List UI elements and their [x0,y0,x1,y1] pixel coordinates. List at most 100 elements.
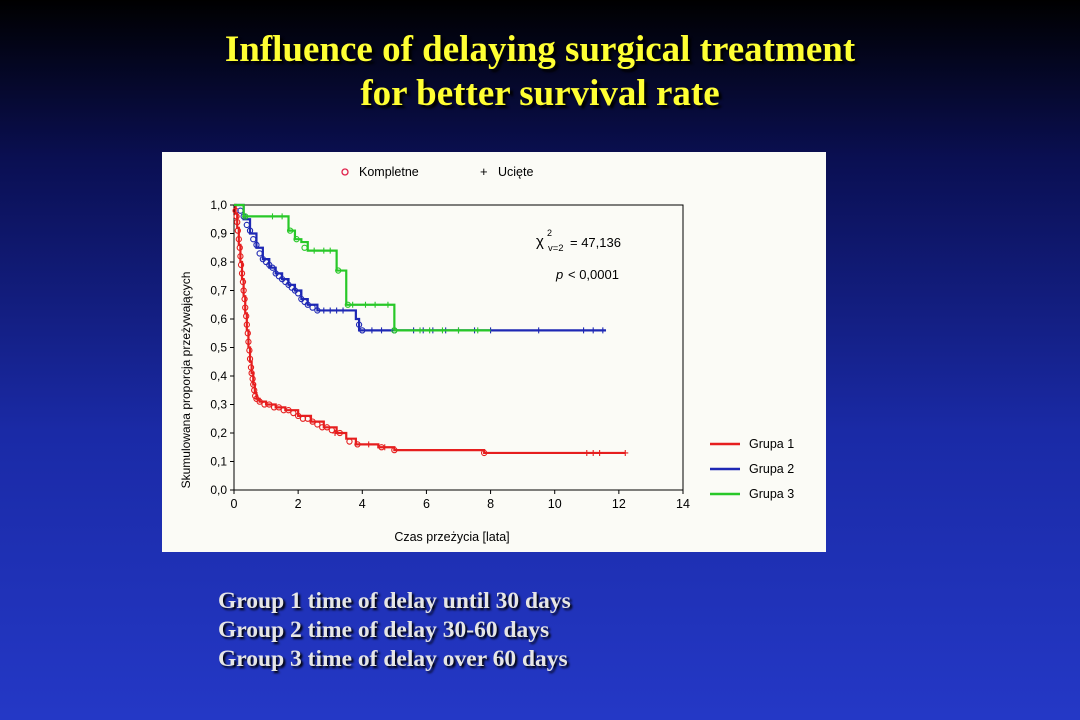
complete-marker [245,338,252,345]
complete-marker [275,404,283,411]
complete-marker [250,236,257,243]
complete-marker [244,330,251,337]
complete-marker [301,244,308,251]
p-value: < 0,0001 [568,267,619,282]
statistic-annotation: χ 2 v=2 = 47,136 p < 0,0001 [536,228,621,282]
complete-marker [285,407,292,414]
group-note-2: Group 2 time of delay 30-60 days [218,617,550,643]
x-tick-label: 6 [423,497,430,511]
complete-marker [335,267,342,274]
complete-marker [250,381,257,388]
series-1 [232,203,629,457]
marker-legend-circle-icon [341,168,349,176]
complete-marker [236,244,243,251]
marker-legend-plus-icon: + [480,164,488,179]
complete-marker [240,287,247,294]
x-tick-label: 14 [676,497,690,511]
complete-marker [286,227,294,234]
y-tick-label: 0,3 [210,398,227,412]
complete-marker [323,424,331,431]
complete-marker [304,415,311,422]
marker-legend-complete-label: Kompletne [359,165,419,179]
censored-marker [365,441,372,448]
censored-marker [381,444,388,451]
censored-marker [372,301,379,308]
complete-marker [346,438,353,445]
group-note-3: Group 3 time of delay over 60 days [218,646,568,672]
complete-marker [243,312,250,320]
marker-legend-censored-label: Ucięte [498,165,533,179]
censored-marker [596,449,603,456]
censored-marker [327,247,334,254]
censored-marker [320,247,327,254]
x-tick-label: 2 [295,497,302,511]
complete-marker [266,401,273,408]
chi-symbol: χ [536,233,544,250]
x-tick-label: 4 [359,497,366,511]
complete-marker [237,261,245,268]
complete-marker [235,236,242,243]
censored-marker [368,327,375,334]
complete-marker [481,449,488,457]
complete-marker [294,412,302,420]
series-legend: Grupa 1 Grupa 2 Grupa 3 [710,437,794,501]
chi-value: = 47,136 [570,235,621,250]
legend-label: Grupa 1 [749,437,794,451]
complete-marker [246,227,254,234]
censored-marker [378,327,385,334]
censored-marker [426,327,433,334]
censored-marker [384,301,391,308]
series-layer [232,203,629,457]
censored-marker [320,307,327,314]
complete-marker [328,426,335,434]
complete-marker [290,409,297,417]
x-tick-label: 0 [231,497,238,511]
complete-marker [256,250,263,257]
complete-marker [304,301,311,308]
complete-marker [293,236,300,243]
axes: 0 2 4 6 8 10 12 14 0,0 0,1 0,2 0,3 0,4 0,5 0,6 0,7 0,8 0,… [210,198,690,511]
complete-marker [253,241,260,249]
chi-superscript: 2 [547,228,552,238]
censored-marker [590,449,597,456]
x-axis-label: Czas przeżycia [lata] [394,530,509,544]
complete-marker [294,290,302,297]
censored-marker [455,327,462,334]
complete-marker [246,355,254,363]
x-tick-label: 8 [487,497,494,511]
complete-marker [234,218,241,226]
complete-marker [314,421,321,428]
y-tick-label: 0,4 [210,369,227,383]
group-notes: Group 1 time of delay until 30 days Grou… [218,587,571,674]
marker-legend: Kompletne + Ucięte [341,164,533,179]
censored-marker [340,307,347,314]
censored-marker [580,327,587,334]
complete-marker [251,387,258,394]
censored-marker [349,301,356,308]
complete-marker [355,321,363,328]
complete-marker [391,327,398,334]
censored-marker [622,449,629,456]
legend-label: Grupa 3 [749,487,794,501]
complete-marker [359,327,366,334]
chi-subscript: v=2 [548,243,564,254]
x-tick-label: 12 [612,497,626,511]
y-tick-label: 0,9 [210,227,227,241]
complete-marker [234,227,241,234]
complete-marker [248,369,255,377]
y-tick-label: 1,0 [210,198,227,212]
y-tick-label: 0,7 [210,284,227,298]
y-tick-label: 0,1 [210,455,227,469]
survival-chart-panel: Kompletne + Ucięte Skumulowana proporcja… [162,152,826,552]
complete-marker [309,418,316,425]
y-tick-label: 0,6 [210,312,227,326]
complete-marker [256,398,263,405]
group-note-1: Group 1 time of delay until 30 days [218,588,571,614]
complete-marker [354,441,361,448]
censored-marker [590,327,597,334]
survival-chart: Kompletne + Ucięte Skumulowana proporcja… [179,164,794,544]
series-3 [234,203,491,334]
censored-marker [327,307,334,314]
title-line-2: for better survival rate [360,73,720,114]
censored-marker [417,327,424,334]
